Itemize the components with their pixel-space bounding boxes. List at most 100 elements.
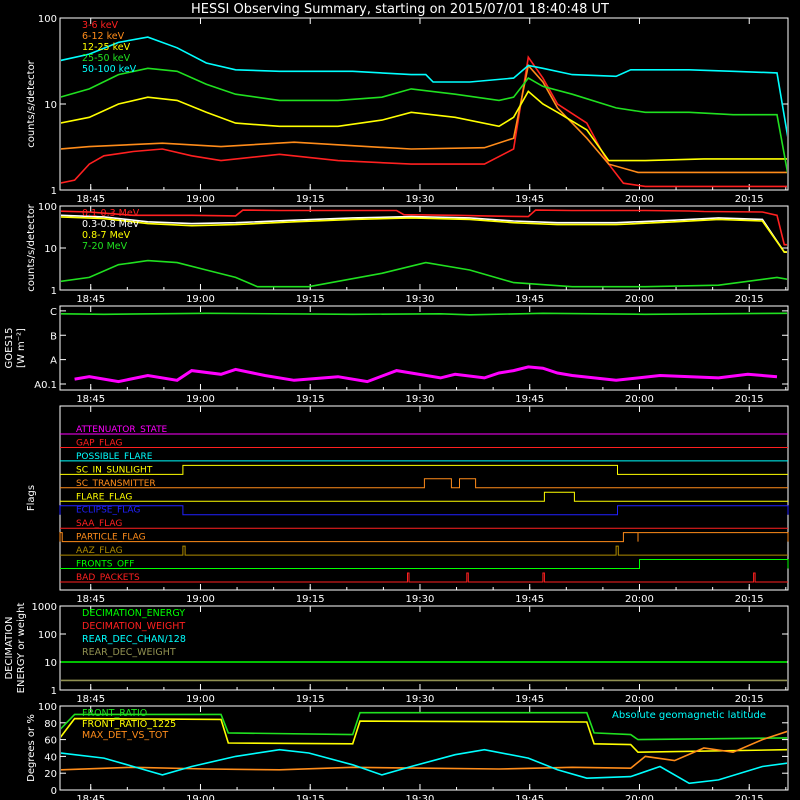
x-tick-label: 19:15 <box>296 594 325 605</box>
x-tick-label: 19:15 <box>296 394 325 405</box>
series-line <box>61 730 787 771</box>
y-tick-label: 1 <box>51 186 57 197</box>
x-tick-label: 20:15 <box>735 294 764 305</box>
x-tick-label: 19:00 <box>186 794 215 800</box>
legend-entry: 12-25 keV <box>82 42 131 53</box>
y-tick-label: A <box>50 356 57 367</box>
series-line <box>61 36 787 138</box>
x-tick-label: 19:30 <box>406 294 435 305</box>
figure-title: HESSI Observing Summary, starting on 201… <box>191 2 609 17</box>
legend-entry: REAR_DEC_WEIGHT <box>82 647 176 658</box>
flag-trace <box>60 559 789 569</box>
y-tick-label: B <box>50 331 57 342</box>
x-tick-label: 19:15 <box>296 294 325 305</box>
legend-entry: 0.3-0.8 MeV <box>82 219 140 230</box>
x-tick-label: 19:30 <box>406 394 435 405</box>
flag-label: SC_TRANSMITTER <box>76 479 156 489</box>
y-axis-label: Flags <box>26 485 37 511</box>
annotation-label: Absolute geomagnetic latitude <box>612 710 766 721</box>
x-tick-label: 20:00 <box>625 794 654 800</box>
legend-entry: 7-20 MeV <box>82 241 128 252</box>
x-tick-label: 19:30 <box>406 594 435 605</box>
flag-label: SC_IN_SUNLIGHT <box>76 465 153 475</box>
flag-trace <box>60 545 788 556</box>
series-line <box>61 209 787 246</box>
x-tick-label: 18:45 <box>76 594 105 605</box>
flag-label: FLARE_FLAG <box>76 492 132 502</box>
x-tick-label: 18:45 <box>76 394 105 405</box>
x-tick-label: 20:00 <box>625 294 654 305</box>
legend-entry: DECIMATION_ENERGY <box>82 608 185 619</box>
x-tick-label: 19:15 <box>296 694 325 705</box>
x-tick-label: 20:15 <box>735 694 764 705</box>
series-line <box>61 711 787 741</box>
flag-trace <box>59 532 789 543</box>
series-line <box>61 63 787 174</box>
y-tick-label: 1 <box>51 686 57 697</box>
y-tick-label: 10 <box>44 100 57 111</box>
x-tick-label: 19:45 <box>515 194 544 205</box>
flag-label: ECLIPSE_FLAG <box>76 506 140 516</box>
x-tick-label: 18:45 <box>76 194 105 205</box>
series-line <box>61 312 787 316</box>
series-line <box>61 67 787 174</box>
y-axis-label: DECIMATION <box>4 616 15 679</box>
panel-ratio: 18:45 19:00 19:15 19:30 19:45 20:00 20:15 Degre… <box>26 702 789 800</box>
panel-flags: 18:45 19:00 19:15 19:30 19:45 20:00 20:15 Flags… <box>26 405 789 605</box>
y-tick-label: 100 <box>38 702 57 713</box>
flag-trace <box>60 491 788 502</box>
flag-trace <box>60 478 788 489</box>
y-tick-label: 20 <box>44 769 57 780</box>
x-tick-label: 19:45 <box>515 294 544 305</box>
x-tick-label: 19:00 <box>186 394 215 405</box>
panel-decim: 18:45 19:00 19:15 19:30 19:45 20:00 20:15 DECIM… <box>4 602 789 705</box>
y-tick-label: 60 <box>44 736 57 747</box>
flag-label: SAA_FLAG <box>76 519 122 529</box>
y-tick-label: 1 <box>51 286 57 297</box>
flag-trace <box>60 464 788 475</box>
y-axis-label: GOES15 <box>4 327 15 368</box>
y-tick-label: A0.1 <box>34 380 57 391</box>
y-tick-label: 80 <box>44 719 57 730</box>
x-tick-label: 20:15 <box>735 594 764 605</box>
x-tick-label: 20:00 <box>625 394 654 405</box>
flag-label: BAD_PACKETS <box>76 573 140 583</box>
legend-entry: 3-6 keV <box>82 20 119 31</box>
y-tick-label: 1000 <box>32 602 57 613</box>
x-tick-label: 19:15 <box>296 194 325 205</box>
legend-entry: 0.1-0.3 MeV <box>82 208 140 219</box>
flag-label: PARTICLE_FLAG <box>76 533 146 543</box>
legend-entry: REAR_DEC_CHAN/128 <box>82 634 186 645</box>
legend-entry: 25-50 keV <box>82 53 131 64</box>
x-tick-label: 20:00 <box>625 194 654 205</box>
panel-frame <box>59 305 789 391</box>
x-tick-label: 20:15 <box>735 794 764 800</box>
y-tick-label: 10 <box>44 658 57 669</box>
legend-entry: 0.8-7 MeV <box>82 230 131 241</box>
x-tick-label: 19:30 <box>406 694 435 705</box>
legend-entry: 6-12 keV <box>82 31 125 42</box>
y-axis-label: counts/s/detector <box>26 203 37 291</box>
x-tick-label: 19:45 <box>515 694 544 705</box>
y-tick-label: C <box>50 307 57 318</box>
x-tick-label: 18:45 <box>76 694 105 705</box>
legend-entry: 50-100 keV <box>82 64 137 75</box>
x-tick-label: 19:00 <box>186 194 215 205</box>
series-line <box>61 259 787 288</box>
y-axis-label-2: [W m⁻²] <box>16 328 27 368</box>
flag-label: AAZ_FLAG <box>76 546 123 556</box>
x-tick-label: 19:30 <box>406 794 435 800</box>
flag-label: POSSIBLE_FLARE <box>76 452 153 462</box>
x-tick-label: 19:15 <box>296 794 325 800</box>
series-line <box>61 214 787 253</box>
panel-frame <box>59 705 789 791</box>
y-tick-label: 0 <box>51 786 57 797</box>
y-axis-label-2: ENERGY or weight <box>16 603 27 694</box>
flag-label: ATTENUATOR_STATE <box>76 425 168 435</box>
series-line <box>61 55 787 188</box>
legend-entry: FRONT_RATIO <box>82 708 147 719</box>
panel-frame <box>59 605 789 691</box>
flag-trace <box>60 572 788 583</box>
flag-label: FRONTS_OFF <box>76 560 134 570</box>
